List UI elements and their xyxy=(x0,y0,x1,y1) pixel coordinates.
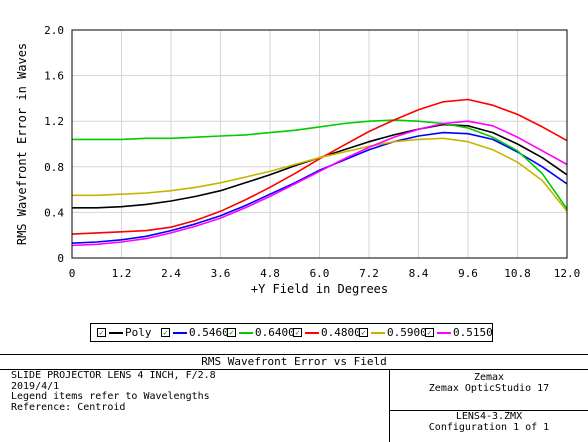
legend-checkbox[interactable]: ✓ xyxy=(425,328,434,337)
y-tick-label: 2.0 xyxy=(44,24,64,37)
chart-series-group xyxy=(71,98,568,247)
series-line-0-5150 xyxy=(71,120,568,247)
legend-checkbox[interactable]: ✓ xyxy=(293,328,302,337)
y-tick-label: 1.6 xyxy=(44,70,64,83)
reference-note: Reference: Centroid xyxy=(11,401,126,413)
x-tick-label: 12.0 xyxy=(554,267,581,280)
series-line-0-6400 xyxy=(72,119,568,210)
legend-checkbox[interactable]: ✓ xyxy=(359,328,368,337)
legend-label: 0.4800 xyxy=(321,326,361,339)
series-line-0-5460 xyxy=(71,131,568,244)
legend-swatch xyxy=(239,332,253,334)
info-description: SLIDE PROJECTOR LENS 4 INCH, F/2.8 2019/… xyxy=(0,370,390,442)
x-tick-label: 1.2 xyxy=(112,267,132,280)
x-axis-label: +Y Field in Degrees xyxy=(251,282,388,296)
legend-checkbox[interactable]: ✓ xyxy=(161,328,170,337)
x-tick-label: 3.6 xyxy=(211,267,231,280)
info-panel: RMS Wavefront Error vs Field SLIDE PROJE… xyxy=(0,354,588,442)
chart-grid xyxy=(71,29,568,259)
y-tick-label: 1.2 xyxy=(44,115,64,128)
file-name: LENS4-3.ZMX xyxy=(455,411,523,422)
y-tick-label: 0.8 xyxy=(44,161,64,174)
company-name: Zemax xyxy=(473,372,505,383)
y-tick-label: 0.4 xyxy=(44,206,64,219)
y-axis-label: RMS Wavefront Error in Waves xyxy=(15,43,29,245)
legend-checkbox[interactable]: ✓ xyxy=(227,328,236,337)
legend-swatch xyxy=(371,332,385,334)
product-name: Zemax OpticStudio 17 xyxy=(428,383,550,394)
series-line-0-4800 xyxy=(71,98,568,235)
legend-label: 0.5900 xyxy=(387,326,427,339)
plot-frame xyxy=(71,29,568,259)
file-block: LENS4-3.ZMX Configuration 1 of 1 xyxy=(390,411,588,442)
legend-swatch xyxy=(173,332,187,334)
legend-checkbox[interactable]: ✓ xyxy=(97,328,106,337)
chart-tick-labels: 0 1.2 2.4 3.6 4.8 6.0 7.2 8.4 9.6 10.8 12.0 0 0.4 0.8… xyxy=(44,24,580,280)
company-block: Zemax Zemax OpticStudio 17 xyxy=(390,370,588,411)
lens-name: SLIDE PROJECTOR LENS 4 INCH, F/2.8 xyxy=(11,370,216,381)
legend-swatch xyxy=(109,332,123,334)
x-tick-label: 2.4 xyxy=(161,267,181,280)
x-tick-label: 8.4 xyxy=(409,267,429,280)
x-tick-label: 0 xyxy=(69,267,76,280)
x-tick-label: 6.0 xyxy=(310,267,330,280)
legend-note: Legend items refer to Wavelengths xyxy=(11,391,210,402)
date: 2019/4/1 xyxy=(11,380,60,392)
series-line-0-5900 xyxy=(72,137,568,212)
configuration-label: Configuration 1 of 1 xyxy=(428,421,550,433)
x-tick-label: 10.8 xyxy=(504,267,531,280)
x-tick-label: 7.2 xyxy=(359,267,379,280)
legend-label: 0.6400 xyxy=(255,326,295,339)
chart-legend: ✓ Poly ✓ 0.5460 ✓ 0.6400 ✓ 0.4800 ✓ 0.59… xyxy=(90,323,493,342)
legend-swatch xyxy=(437,332,451,334)
x-tick-label: 9.6 xyxy=(458,267,478,280)
legend-label: 0.5150 xyxy=(453,326,493,339)
info-title: RMS Wavefront Error vs Field xyxy=(0,355,588,370)
rms-wavefront-chart: 0 1.2 2.4 3.6 4.8 6.0 7.2 8.4 9.6 10.8 12.0 0 0.4 0.8… xyxy=(15,24,580,296)
legend-label: 0.5460 xyxy=(189,326,229,339)
legend-swatch xyxy=(305,332,319,334)
legend-label: Poly xyxy=(125,326,152,339)
y-tick-label: 0 xyxy=(57,252,64,265)
x-tick-label: 4.8 xyxy=(260,267,280,280)
